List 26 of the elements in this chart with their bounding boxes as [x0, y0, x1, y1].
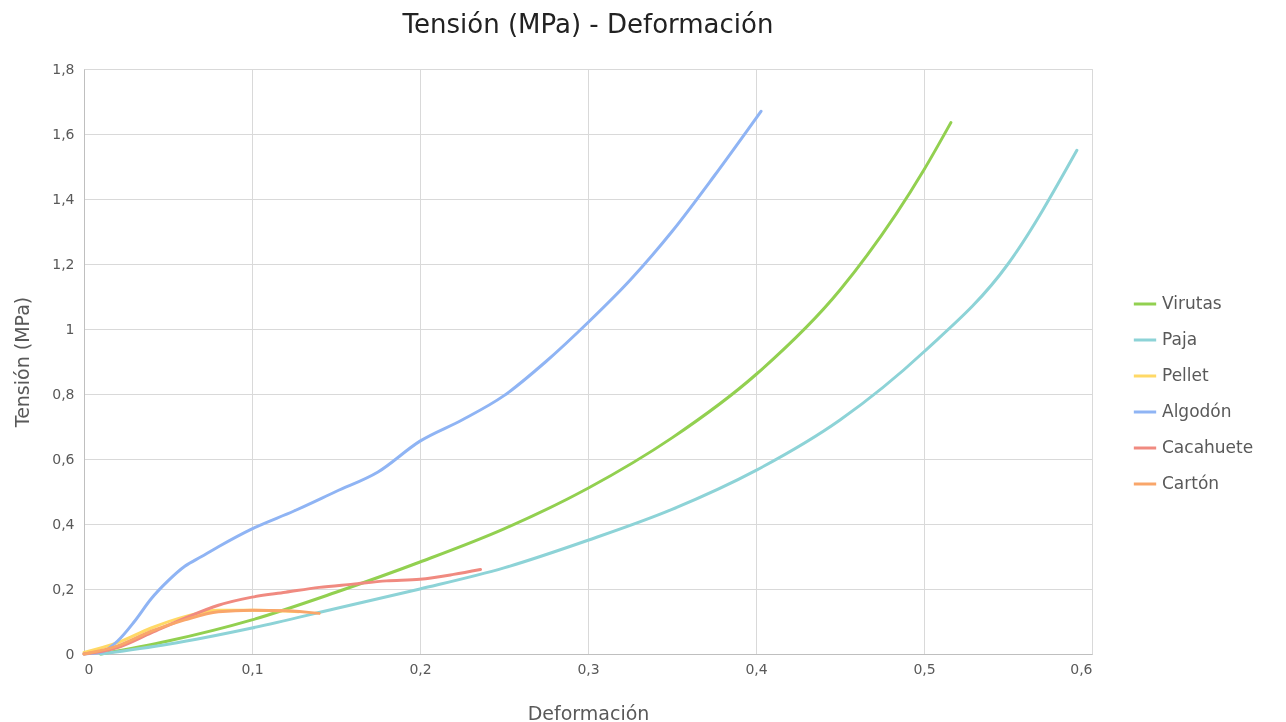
- y-tick-label: 0,4: [52, 515, 75, 532]
- x-tick-label: 0,6: [1070, 660, 1093, 677]
- x-tick-label: 0: [84, 660, 94, 677]
- legend-label: Cacahuete: [1162, 437, 1254, 457]
- x-axis-title: Deformación: [527, 701, 650, 722]
- legend-label: Paja: [1162, 329, 1198, 349]
- x-tick-label: 0,1: [241, 660, 264, 677]
- y-tick-label: 0,6: [52, 450, 75, 467]
- x-tick-label: 0,5: [913, 660, 936, 677]
- x-tick-label: 0,3: [577, 660, 600, 677]
- y-tick-label: 0,8: [52, 385, 75, 402]
- y-tick-label: 1,8: [52, 60, 75, 77]
- x-tick-label: 0,2: [409, 660, 432, 677]
- x-tick-label: 0,4: [745, 660, 768, 677]
- legend-label: Algodón: [1162, 401, 1232, 421]
- y-tick-label: 0: [65, 645, 75, 662]
- y-tick-label: 1,2: [52, 255, 75, 272]
- y-axis-title: Tensión (MPa): [10, 296, 33, 429]
- legend-label: Virutas: [1162, 293, 1222, 313]
- chart-title: Tensión (MPa) - Deformación: [401, 9, 774, 39]
- y-tick-label: 1: [65, 320, 75, 337]
- y-tick-label: 1,4: [52, 190, 75, 207]
- y-tick-label: 0,2: [52, 580, 75, 597]
- legend-label: Pellet: [1162, 365, 1210, 385]
- legend-label: Cartón: [1162, 473, 1220, 493]
- y-tick-label: 1,6: [52, 125, 75, 142]
